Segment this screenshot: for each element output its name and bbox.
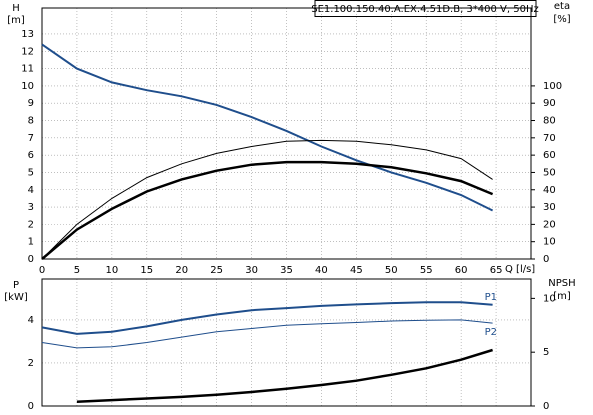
y2-tick-label: 70 [543, 133, 556, 144]
x-tick-label: 20 [175, 265, 188, 276]
x-tick-label: 10 [105, 265, 118, 276]
curve [41, 160, 494, 260]
y2-tick-label: 80 [543, 116, 556, 127]
y2-tick-label: 0 [543, 254, 549, 265]
y2-tick-label: 90 [543, 98, 556, 109]
y2-tick-label: 50 [543, 167, 556, 178]
x-tick-label: 60 [455, 265, 468, 276]
y-tick-label: 7 [28, 133, 34, 144]
y-tick-label: 2 [28, 219, 34, 230]
curve [41, 43, 494, 212]
curve [41, 301, 493, 335]
y-tick-label: 0 [28, 254, 34, 265]
y-tick-label: 9 [28, 98, 34, 109]
x-tick-label: 40 [315, 265, 328, 276]
x-tick-label: 65 [490, 265, 503, 276]
y2-tick-label: 10 [543, 293, 556, 304]
y2-tick-label: 60 [543, 150, 556, 161]
y2-axis-label: eta [554, 1, 570, 12]
y-axis-label: P [13, 280, 19, 291]
y2-tick-label: 30 [543, 202, 556, 213]
plot-frame [41, 7, 532, 260]
y-tick-label: 13 [21, 29, 34, 40]
y2-tick-label: 0 [543, 401, 549, 412]
x-tick-label: 45 [350, 265, 363, 276]
y2-tick-label: 20 [543, 219, 556, 230]
x-tick-label: 15 [140, 265, 153, 276]
y-tick-label: 0 [28, 401, 34, 412]
curve [76, 348, 493, 403]
y-tick-label: 2 [28, 358, 34, 369]
x-tick-label: 25 [210, 265, 223, 276]
y2-tick-label: 40 [543, 185, 556, 196]
series-label: P1 [485, 292, 497, 303]
y2-axis-label: NPSH [548, 278, 575, 289]
x-tick-label: 30 [245, 265, 258, 276]
y-axis-label: H [12, 3, 20, 14]
x-axis-label: Q [l/s] [505, 264, 535, 275]
x-tick-label: 55 [420, 265, 433, 276]
y-tick-label: 10 [21, 81, 34, 92]
y2-axis-unit: [m] [553, 291, 571, 302]
x-tick-label: 5 [74, 265, 80, 276]
y-tick-label: 12 [21, 46, 34, 57]
y-tick-label: 4 [28, 315, 34, 326]
y2-tick-label: 10 [543, 237, 556, 248]
y-tick-label: 6 [28, 150, 34, 161]
y2-tick-label: 100 [543, 81, 562, 92]
chart-title: SE1.100.150.40.A.EX.4.51D.B, 3*400 V, 50… [311, 4, 539, 15]
y-tick-label: 5 [28, 167, 34, 178]
y-axis-unit: [kW] [4, 292, 28, 303]
y2-axis-unit: [%] [553, 14, 570, 25]
y-tick-label: 3 [28, 202, 34, 213]
curve [41, 319, 493, 349]
y-tick-label: 4 [28, 185, 34, 196]
curve [41, 139, 493, 260]
x-tick-label: 35 [280, 265, 293, 276]
x-tick-label: 50 [385, 265, 398, 276]
y2-tick-label: 5 [543, 347, 549, 358]
y-tick-label: 1 [28, 237, 34, 248]
y-axis-unit: [m] [7, 15, 25, 26]
y-tick-label: 8 [28, 116, 34, 127]
x-tick-label: 0 [39, 265, 45, 276]
y-tick-label: 11 [21, 64, 34, 75]
series-label: P2 [485, 327, 497, 338]
